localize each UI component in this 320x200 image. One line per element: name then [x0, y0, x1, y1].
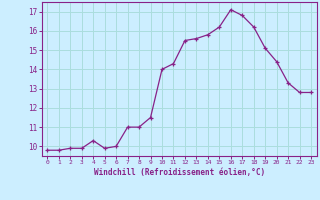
X-axis label: Windchill (Refroidissement éolien,°C): Windchill (Refroidissement éolien,°C) — [94, 168, 265, 177]
